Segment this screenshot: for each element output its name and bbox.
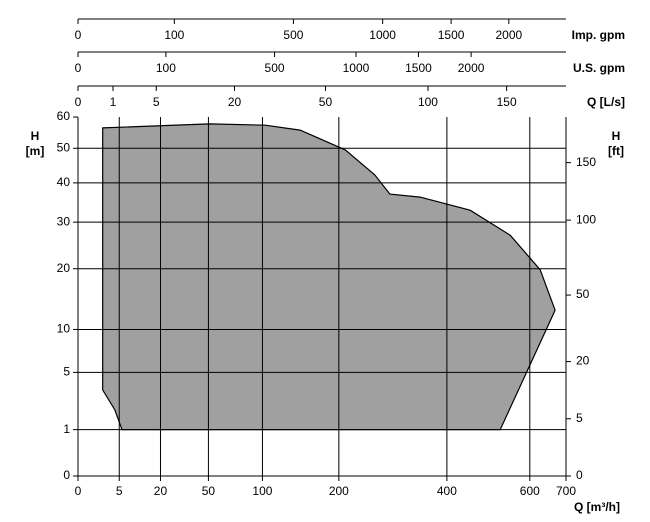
y2-tick-label: 50 — [576, 287, 590, 301]
top-tick-label: 1000 — [369, 28, 396, 42]
x-tick-label: 5 — [116, 484, 123, 498]
y-tick-label: 50 — [57, 140, 71, 154]
y2-tick-label: 0 — [576, 468, 583, 482]
top-tick-label: 20 — [228, 95, 242, 109]
y2-tick-label: 5 — [576, 411, 583, 425]
top-tick-label: 100 — [418, 95, 438, 109]
top-tick-label: 2000 — [495, 28, 522, 42]
y2-axis-label: [ft] — [608, 144, 624, 158]
y-axis-label: H — [31, 129, 40, 143]
top-axis-label: Q [L/s] — [587, 95, 625, 109]
y-tick-label: 5 — [63, 365, 70, 379]
x-tick-label: 0 — [75, 484, 82, 498]
x-tick-label: 50 — [202, 484, 216, 498]
top-tick-label: 1000 — [343, 61, 370, 75]
top-tick-label: 2000 — [458, 61, 485, 75]
top-tick-label: 150 — [497, 95, 517, 109]
top-tick-label: 0 — [75, 28, 82, 42]
x-tick-label: 200 — [329, 484, 349, 498]
y-tick-label: 60 — [57, 109, 71, 123]
x-axis-label: Q [m³/h] — [574, 500, 620, 514]
top-tick-label: 0 — [75, 61, 82, 75]
top-tick-label: 1500 — [405, 61, 432, 75]
y-tick-label: 20 — [57, 261, 71, 275]
top-axis-label: U.S. gpm — [573, 61, 625, 75]
top-tick-label: 1 — [110, 95, 117, 109]
top-tick-label: 0 — [75, 95, 82, 109]
y-tick-label: 10 — [57, 322, 71, 336]
y-tick-label: 30 — [57, 214, 71, 228]
y-tick-label: 40 — [57, 175, 71, 189]
top-axis-label: Imp. gpm — [572, 28, 625, 42]
y2-tick-label: 100 — [576, 212, 596, 226]
x-tick-label: 400 — [437, 484, 457, 498]
area — [102, 123, 556, 431]
y2-tick-label: 20 — [576, 354, 590, 368]
x-tick-label: 20 — [154, 484, 168, 498]
y-tick-label: 0 — [63, 468, 70, 482]
top-tick-label: 100 — [164, 28, 184, 42]
x-tick-label: 700 — [556, 484, 576, 498]
y-axis-label: [m] — [26, 144, 45, 158]
top-tick-label: 500 — [283, 28, 303, 42]
top-tick-label: 500 — [265, 61, 285, 75]
y-tick-label: 1 — [63, 422, 70, 436]
top-tick-label: 5 — [153, 95, 160, 109]
x-tick-label: 100 — [252, 484, 272, 498]
top-tick-label: 1500 — [438, 28, 465, 42]
top-tick-label: 50 — [319, 95, 333, 109]
y2-tick-label: 150 — [576, 155, 596, 169]
top-tick-label: 100 — [156, 61, 176, 75]
x-tick-label: 600 — [520, 484, 540, 498]
y2-axis-label: H — [612, 129, 621, 143]
